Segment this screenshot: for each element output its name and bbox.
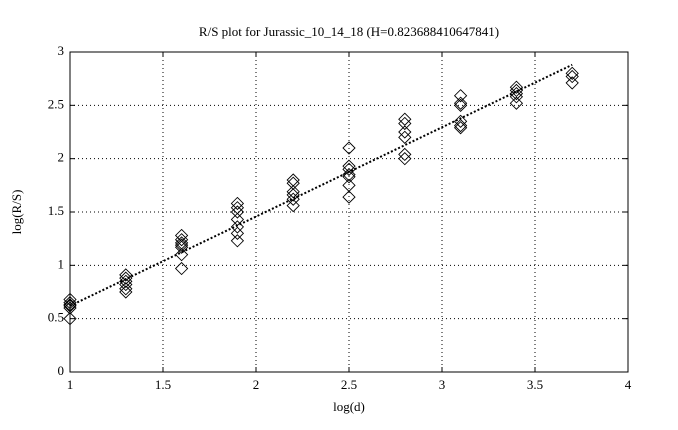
point — [398, 130, 412, 144]
fit-line — [69, 63, 573, 307]
x-axis-label: log(d) — [333, 399, 365, 414]
point — [453, 89, 468, 103]
point — [286, 192, 300, 206]
y-tick-label: 1.5 — [48, 203, 64, 218]
point — [342, 190, 356, 204]
point — [398, 116, 412, 131]
point — [63, 312, 77, 326]
plot-frame — [69, 51, 629, 373]
point — [509, 96, 524, 110]
point — [230, 205, 245, 219]
point — [119, 282, 133, 296]
point — [398, 112, 412, 126]
point — [509, 90, 524, 104]
point — [342, 162, 356, 176]
point — [509, 80, 524, 94]
point — [119, 268, 133, 282]
x-tick-label: 3 — [439, 377, 446, 392]
point — [565, 76, 579, 90]
point — [398, 125, 412, 139]
point — [230, 220, 245, 234]
point — [174, 233, 189, 247]
point — [398, 147, 412, 162]
point — [119, 277, 133, 292]
point — [174, 238, 189, 252]
point — [119, 271, 133, 285]
point — [565, 69, 579, 84]
y-tick-label: 0.5 — [48, 310, 64, 325]
chart-title: R/S plot for Jurassic_10_14_18 (H=0.8236… — [199, 24, 499, 39]
y-tick-label: 0 — [58, 363, 65, 378]
y-tick-label: 1 — [58, 256, 65, 271]
point — [174, 248, 189, 262]
point — [230, 234, 245, 248]
point — [453, 98, 468, 112]
point — [119, 274, 133, 288]
point — [230, 226, 245, 240]
point — [174, 261, 189, 276]
y-tick-label: 2 — [58, 150, 65, 165]
x-tick-label: 2 — [253, 377, 260, 392]
point — [509, 86, 524, 101]
point — [509, 83, 524, 98]
point — [63, 296, 77, 310]
y-axis-label: log(R/S) — [9, 190, 24, 235]
point — [286, 188, 300, 202]
x-tick-label: 3.5 — [527, 377, 543, 392]
point — [453, 96, 468, 110]
point — [453, 121, 468, 135]
x-tick-label: 4 — [625, 377, 632, 392]
point — [342, 168, 356, 182]
point — [63, 298, 77, 312]
point — [342, 141, 356, 155]
point — [286, 198, 300, 213]
point — [119, 285, 133, 299]
point — [174, 240, 189, 254]
point — [453, 118, 468, 133]
point — [63, 301, 77, 315]
x-tick-label: 2.5 — [341, 377, 357, 392]
point — [565, 66, 579, 80]
point — [398, 152, 412, 166]
x-tick-label: 1 — [67, 377, 74, 392]
y-tick-label: 3 — [58, 43, 65, 58]
x-tick-label: 1.5 — [155, 377, 171, 392]
point — [230, 196, 245, 211]
y-tick-label: 2.5 — [48, 96, 64, 111]
